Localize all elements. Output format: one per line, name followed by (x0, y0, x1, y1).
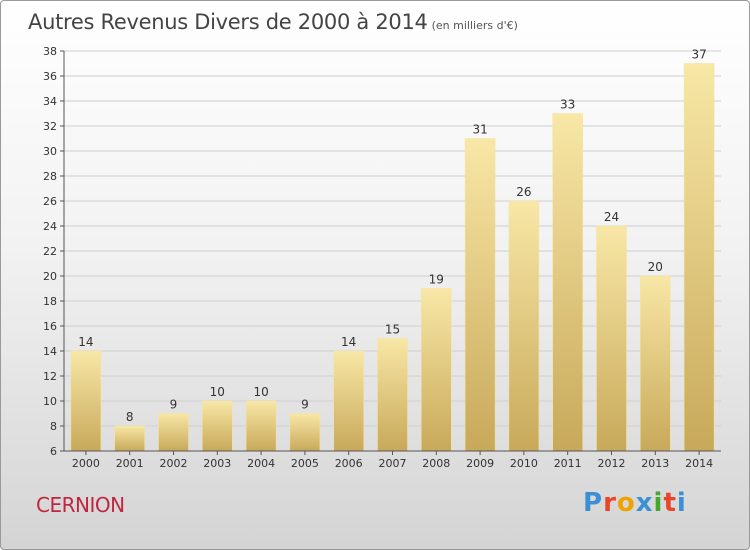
data-label: 9 (170, 398, 178, 412)
y-tick-label: 18 (43, 295, 57, 308)
bar (683, 63, 715, 452)
x-tick-label: 2001 (116, 457, 144, 470)
chart-title: Autres Revenus Divers de 2000 à 2014 (en … (28, 10, 518, 34)
y-tick-label: 8 (50, 420, 57, 433)
proxiti-logo: Proxiti (583, 488, 687, 518)
x-tick-label: 2004 (247, 457, 275, 470)
logo-letter: x (635, 488, 654, 518)
x-tick-label: 2007 (379, 457, 407, 470)
data-label: 10 (210, 385, 225, 399)
bar (421, 288, 452, 452)
bar (552, 113, 583, 452)
bar (333, 350, 364, 452)
x-tick-label: 2010 (510, 457, 538, 470)
x-axis: 2000 2001 2002 2003 2004 2005 2006 2007 2008 2009… (64, 450, 721, 470)
y-tick-label: 38 (43, 45, 57, 58)
logo-letter: t (663, 488, 677, 518)
data-label: 37 (691, 48, 706, 62)
x-tick-label: 2006 (335, 457, 363, 470)
y-tick-label: 34 (43, 95, 57, 108)
commune-name: CERNION (36, 493, 125, 517)
logo-letter: i (676, 488, 687, 518)
x-tick-label: 2012 (598, 457, 626, 470)
y-tick-label: 26 (43, 195, 57, 208)
x-tick-label: 2003 (203, 457, 231, 470)
bar (114, 425, 145, 452)
bar (640, 275, 671, 452)
y-tick-label: 30 (43, 145, 57, 158)
data-label: 19 (429, 273, 444, 287)
y-tick-label: 20 (43, 270, 57, 283)
bar (158, 413, 189, 452)
bar (377, 338, 408, 452)
y-tick-label: 22 (43, 245, 57, 258)
data-label: 9 (301, 398, 309, 412)
data-label: 24 (604, 210, 619, 224)
bar (596, 225, 627, 452)
x-tick-label: 2011 (554, 457, 582, 470)
logo-letter: o (616, 488, 636, 518)
logo-letter: i (653, 488, 664, 518)
bar (464, 138, 496, 452)
data-label: 15 (385, 323, 400, 337)
data-label: 14 (78, 335, 93, 349)
data-label: 20 (648, 260, 663, 274)
x-tick-label: 2002 (160, 457, 188, 470)
data-label: 14 (341, 335, 356, 349)
x-tick-label: 2014 (685, 457, 713, 470)
y-tick-label: 36 (43, 70, 57, 83)
bar (70, 350, 102, 452)
x-tick-label: 2005 (291, 457, 319, 470)
x-tick-label: 2009 (466, 457, 494, 470)
logo-letter: r (603, 488, 617, 518)
data-label: 31 (472, 123, 487, 137)
logo-letter: P (583, 488, 604, 518)
chart-subtitle: (en milliers d'€) (431, 19, 518, 32)
bar (245, 400, 277, 452)
data-label: 8 (126, 410, 134, 424)
y-tick-label: 12 (43, 370, 57, 383)
y-tick-label: 6 (50, 445, 57, 458)
x-tick-label: 2000 (72, 457, 100, 470)
data-label: 26 (516, 185, 531, 199)
bars: 14 8 9 10 10 9 14 15 19 31 26 33 24 20 37 (70, 48, 715, 452)
y-tick-label: 14 (43, 345, 57, 358)
x-tick-label: 2008 (422, 457, 450, 470)
y-tick-label: 10 (43, 395, 57, 408)
y-tick-label: 24 (43, 220, 57, 233)
bar (289, 413, 321, 452)
x-tick-label: 2013 (641, 457, 669, 470)
y-axis: 6 8 10 12 14 16 18 20 22 24 26 28 30 32 34 36 38 (43, 45, 65, 458)
bar (508, 200, 540, 452)
y-tick-label: 28 (43, 170, 57, 183)
y-tick-label: 16 (43, 320, 57, 333)
data-label: 10 (253, 385, 268, 399)
title-text: Autres Revenus Divers de 2000 à 2014 (28, 10, 428, 34)
bar (202, 400, 233, 452)
data-label: 33 (560, 98, 575, 112)
y-tick-label: 32 (43, 120, 57, 133)
